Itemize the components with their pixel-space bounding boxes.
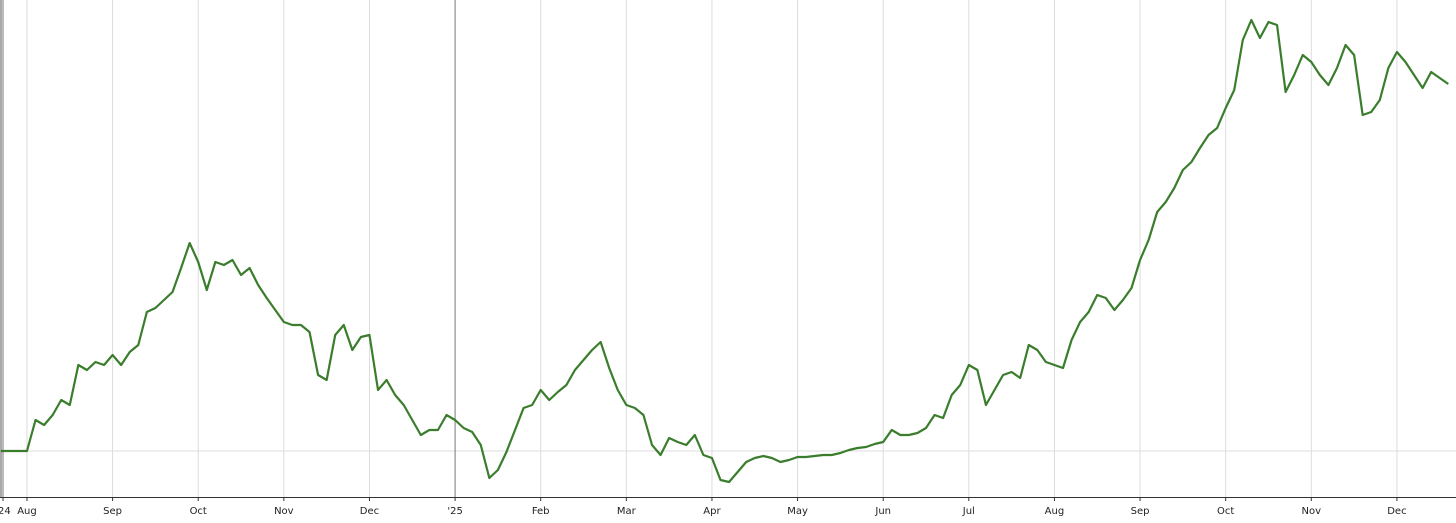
x-tick-label: Aug: [17, 506, 37, 517]
x-tick-label: Oct: [190, 506, 207, 517]
x-tick-label: Dec: [360, 506, 379, 517]
x-tick-label: May: [787, 506, 808, 517]
x-tick-label: Nov: [1302, 506, 1322, 517]
x-tick-label: Dec: [1387, 506, 1406, 517]
x-tick-label: Jul: [962, 506, 975, 517]
x-tick-label: Mar: [617, 506, 637, 517]
x-tick-label: Oct: [1217, 506, 1234, 517]
price-line: [1, 18, 1449, 484]
x-tick-label: Apr: [703, 506, 721, 517]
x-tick-label: Nov: [274, 506, 294, 517]
x-tick-label: Jun: [874, 506, 891, 517]
x-tick-label: Sep: [103, 506, 122, 517]
x-tick-label: Aug: [1045, 506, 1065, 517]
x-tick-label: Sep: [1131, 506, 1150, 517]
x-tick-label: Feb: [532, 506, 550, 517]
x-tick-label: '25: [447, 506, 462, 517]
x-tick-label: '24: [0, 506, 11, 517]
